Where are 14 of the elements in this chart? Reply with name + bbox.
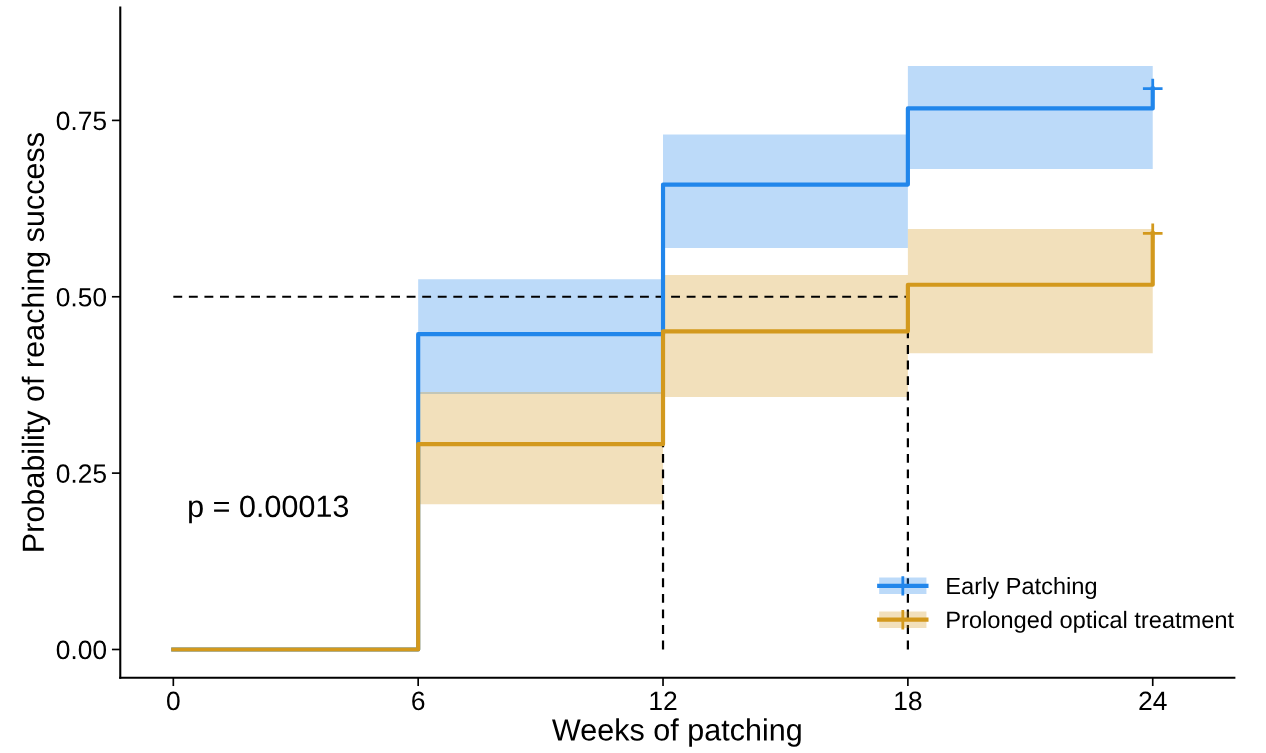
x-tick-label: 12	[650, 691, 677, 711]
x-tick-label: 0	[167, 691, 180, 711]
x-tick-label: 24	[1139, 691, 1167, 711]
x-tick-label: 6	[412, 691, 425, 711]
legend-label: Prolonged optical treatment	[947, 610, 1234, 633]
x-tick-label: 18	[895, 691, 922, 711]
y-tick-label: 0.75	[56, 111, 106, 131]
y-tick-label: 0.00	[56, 640, 107, 660]
y-axis-title: Probability of reaching success	[21, 133, 51, 551]
x-axis-title: Weeks of patching	[552, 718, 801, 747]
y-tick-label: 0.50	[56, 287, 107, 307]
y-tick-label: 0.25	[56, 464, 106, 483]
annotation: p = 0.00013	[189, 495, 349, 524]
legend-label: Early Patching	[947, 577, 1097, 600]
